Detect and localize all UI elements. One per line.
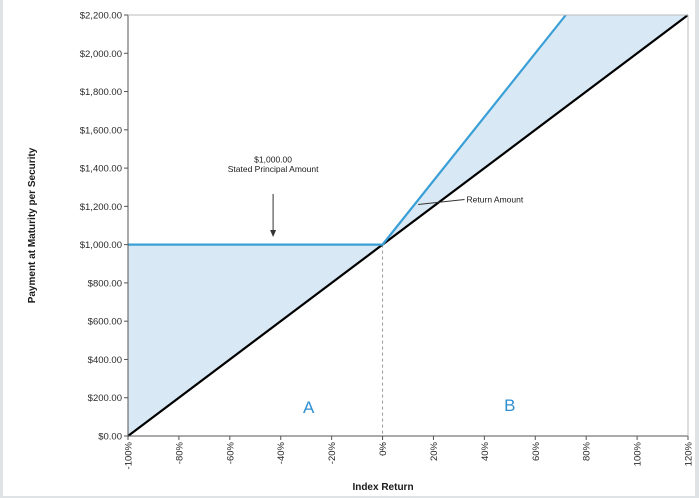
- y-tick-label: $0.00: [98, 432, 122, 443]
- x-tick-label: 120%: [684, 441, 695, 466]
- x-tick-label: 60%: [531, 441, 542, 461]
- chart-frame: $0.00 $200.00 $400.00 $600.00 $800.00 $1,000.…: [3, 0, 695, 496]
- y-tick-label: $2,200.00: [80, 11, 122, 22]
- y-axis-title: Payment at Maturity per Security: [27, 147, 38, 303]
- x-tick-label: 0%: [378, 441, 389, 455]
- y-tick-label: $1,600.00: [80, 125, 122, 136]
- y-tick-label: $1,000.00: [80, 240, 122, 251]
- annotation-text: Return Amount: [467, 195, 524, 205]
- x-tick-label: -60%: [225, 441, 236, 464]
- series-line-1: [127, 14, 689, 437]
- y-tick-label: $800.00: [88, 278, 122, 289]
- series-line-2: [128, 14, 567, 246]
- axes: $0.00 $200.00 $400.00 $600.00 $800.00 $1,000.…: [80, 11, 695, 470]
- y-tick-label: $600.00: [88, 317, 122, 328]
- x-tick-label: 40%: [480, 441, 491, 461]
- payout-chart: $0.00 $200.00 $400.00 $600.00 $800.00 $1,000.…: [27, 11, 695, 494]
- region-label-b: B: [504, 396, 515, 415]
- principal-arrow-head: [270, 229, 277, 237]
- y-tick-label: $2,000.00: [80, 49, 122, 60]
- series-lines: [127, 14, 689, 437]
- y-tick-label: $1,200.00: [80, 202, 122, 213]
- x-tick-label: 80%: [582, 441, 593, 461]
- x-tick-label: -20%: [327, 441, 338, 464]
- x-tick-label: -40%: [276, 441, 287, 464]
- x-tick-label: 20%: [429, 441, 440, 461]
- region-label-a: A: [303, 398, 315, 417]
- annotation-text: Stated Principal Amount: [228, 164, 319, 174]
- annotation-text: $1,000.00: [254, 154, 292, 164]
- x-tick-label: 100%: [633, 441, 644, 466]
- y-tick-label: $1,400.00: [80, 164, 122, 175]
- x-tick-label: -80%: [174, 441, 185, 464]
- x-tick-label: -100%: [124, 441, 135, 469]
- y-tick-label: $200.00: [88, 393, 122, 404]
- y-tick-label: $1,800.00: [80, 87, 122, 98]
- y-tick-label: $400.00: [88, 355, 122, 366]
- x-axis-title: Index Return: [352, 482, 413, 493]
- return-leader-line: [418, 199, 465, 205]
